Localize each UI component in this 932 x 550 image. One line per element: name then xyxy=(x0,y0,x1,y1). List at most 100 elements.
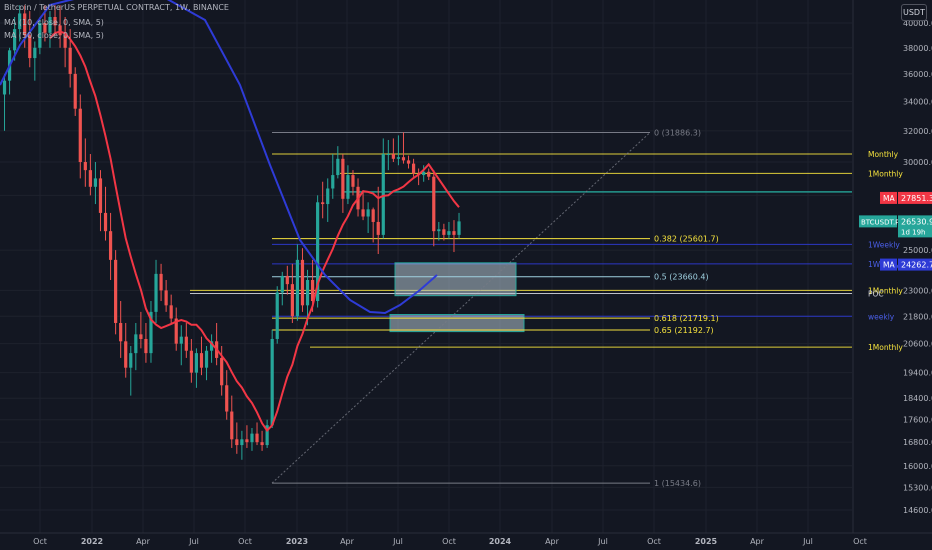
candle-body xyxy=(149,311,153,354)
candle xyxy=(53,5,57,36)
candle xyxy=(452,220,456,253)
time-axis[interactable]: Oct 2022 Apr Jul Oct 2023 Apr Jul Oct 2024 Apr Jul O… xyxy=(33,537,867,546)
candle xyxy=(447,221,451,239)
candle xyxy=(331,154,335,199)
price-tick-label: 17600.0 xyxy=(903,416,932,425)
candle xyxy=(63,16,67,68)
price-tick-label: 19400.0 xyxy=(903,369,932,378)
candle-body xyxy=(336,158,340,176)
candle xyxy=(73,67,77,116)
price-tag[interactable]: MA 27851.3 xyxy=(880,191,932,204)
candle-body xyxy=(285,275,289,285)
ma10-legend[interactable]: MA (10, close, 0, SMA, 5) xyxy=(4,18,104,27)
candle-body xyxy=(366,209,370,217)
time-tick-label: Oct xyxy=(33,537,47,546)
candle-body xyxy=(310,280,315,302)
fibonacci-retracement: 0 (31886.3) 0.382 (25601.7) 0.5 (23660.4) 0… xyxy=(271,129,719,488)
candle-body xyxy=(103,212,108,232)
price-tag-value: 26530.9 xyxy=(901,217,932,226)
candle xyxy=(280,271,284,306)
candle-body xyxy=(88,170,92,187)
moving-averages xyxy=(0,0,460,433)
price-tick-label: 20600.0 xyxy=(903,340,932,349)
ma50-legend[interactable]: MA (50, close, 0, SMA, 5) xyxy=(4,31,104,40)
fib-level-label: 0.382 (25601.7) xyxy=(654,235,719,244)
level-label: 1Weekly xyxy=(868,240,900,249)
fib-level-label: 0.5 (23660.4) xyxy=(654,273,709,282)
zone-box xyxy=(394,262,517,297)
candle xyxy=(83,138,87,187)
candle-body xyxy=(154,273,158,312)
candle xyxy=(270,329,274,429)
time-tick-label: Apr xyxy=(545,537,560,546)
time-tick-label: 2022 xyxy=(81,537,103,546)
candle-body xyxy=(23,13,27,36)
candle xyxy=(199,336,204,376)
candle-body xyxy=(230,411,234,440)
horizontal-levels xyxy=(190,153,852,348)
candle-body xyxy=(134,334,138,354)
candle-body xyxy=(129,353,133,368)
candle-body xyxy=(240,439,244,446)
candle xyxy=(401,132,406,164)
price-tag-box xyxy=(898,191,932,204)
candle xyxy=(371,207,375,243)
candle-body xyxy=(144,338,148,354)
price-tag-value: 24262.7 xyxy=(901,261,932,270)
price-tag-name: MA xyxy=(883,194,895,203)
price-tag-badge xyxy=(880,258,897,271)
candle xyxy=(396,135,401,166)
level-label: weekly xyxy=(868,312,895,321)
candle-body xyxy=(452,231,456,235)
candle-body xyxy=(225,385,229,412)
price-tick-label: 23000.0 xyxy=(903,286,932,295)
currency-button[interactable]: USDT xyxy=(901,4,927,21)
candle xyxy=(432,170,436,247)
candle xyxy=(240,430,244,460)
candle-body xyxy=(305,280,310,306)
price-tick-label: 40000.0 xyxy=(903,19,932,28)
candle xyxy=(194,348,199,388)
price-tick-label: 16800.0 xyxy=(903,438,932,447)
order-block-zones xyxy=(389,262,525,333)
candle xyxy=(98,170,103,232)
candle-body xyxy=(250,433,254,443)
candle xyxy=(245,425,249,448)
ma50-line xyxy=(0,0,438,315)
candle xyxy=(124,322,128,378)
candle-body xyxy=(275,292,279,339)
candle-body xyxy=(280,275,284,293)
candle xyxy=(437,221,441,241)
candle-body xyxy=(326,188,330,205)
fib-trend-line xyxy=(271,132,651,484)
candle-body xyxy=(73,73,77,109)
price-tag[interactable]: BTCUSDT.P 26530.9 1d 19h xyxy=(859,215,932,238)
time-tick-label: Jul xyxy=(802,537,813,546)
candle xyxy=(346,165,350,205)
candle xyxy=(209,334,214,363)
price-tick-label: 36000.0 xyxy=(903,70,932,79)
candle-body xyxy=(38,23,42,48)
price-tag[interactable]: MA 24262.7 xyxy=(880,258,932,271)
candle xyxy=(316,195,320,308)
candle xyxy=(13,16,17,61)
price-tag-name: MA xyxy=(883,261,895,270)
time-tick-label: Jul xyxy=(188,537,199,546)
candle xyxy=(361,190,365,221)
candle-body xyxy=(265,425,269,446)
candle-body xyxy=(28,35,32,59)
candle xyxy=(164,280,168,312)
candle xyxy=(169,294,173,323)
candle-body xyxy=(93,178,98,187)
candle xyxy=(351,170,355,196)
price-tag-badge xyxy=(880,191,897,204)
candle-body xyxy=(43,23,47,33)
candle-body xyxy=(401,157,406,161)
fib-level-label: 0 (31886.3) xyxy=(654,129,701,138)
candle xyxy=(411,158,416,177)
candle xyxy=(225,370,229,420)
price-tick-label: 21800.0 xyxy=(903,312,932,321)
price-tick-label: 14600.0 xyxy=(903,506,932,515)
candle xyxy=(366,202,370,234)
